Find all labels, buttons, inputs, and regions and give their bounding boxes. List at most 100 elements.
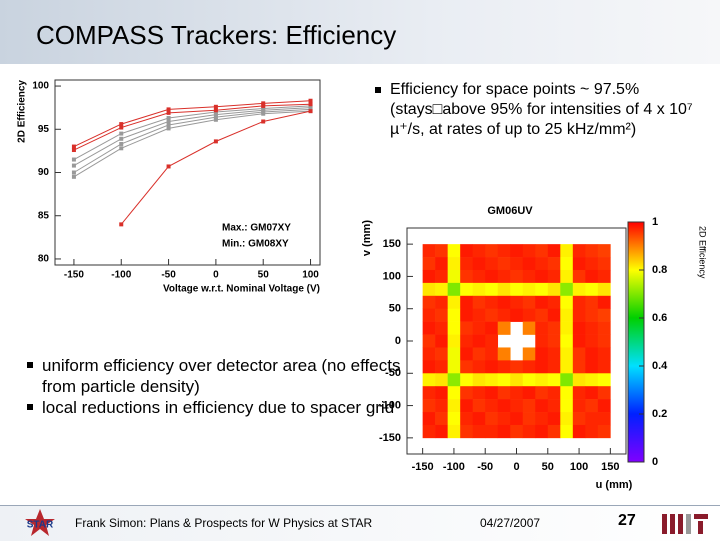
heatmap-cell	[485, 334, 499, 348]
heatmap-cell	[585, 424, 599, 439]
x-tick-label: -150	[412, 461, 434, 473]
heatmap-cell	[460, 412, 473, 426]
heatmap-cell	[597, 321, 611, 335]
heatmap-cell	[472, 386, 486, 400]
heatmap-cell	[497, 321, 511, 335]
heatmap-cell	[460, 360, 473, 374]
marker	[119, 125, 124, 130]
series-line	[73, 110, 311, 178]
heatmap-cell	[535, 295, 549, 310]
heatmap-cell	[435, 308, 448, 322]
x-tick-label: 50	[258, 270, 270, 281]
heatmap-cell	[460, 334, 473, 348]
heatmap-cell	[547, 282, 561, 297]
heatmap-cell	[547, 295, 561, 310]
heatmap-cell	[447, 424, 461, 439]
mit-logo	[662, 514, 708, 534]
heatmap-cell	[547, 373, 561, 387]
heatmap-cell	[422, 244, 436, 258]
heatmap-cell	[535, 308, 549, 322]
heatmap-cell	[585, 386, 599, 400]
heatmap-cell	[585, 321, 599, 335]
colorbar-tick-label: 0	[652, 456, 658, 468]
heatmap-cell	[547, 360, 561, 374]
heatmap-cell	[422, 360, 436, 374]
heatmap-cell	[522, 295, 536, 310]
bullet: Efficiency for space points ~ 97.5% (sta…	[375, 80, 720, 140]
heatmap-cell	[510, 269, 524, 284]
star-logo: STAR	[25, 509, 55, 536]
y-tick-label: 80	[38, 254, 50, 265]
heatmap-cell	[447, 269, 461, 284]
x-tick-label: 0	[513, 461, 519, 473]
heatmap-cell	[560, 308, 574, 322]
bullet-list: uniform efficiency over detector area (n…	[24, 355, 407, 418]
footer-date: 04/27/2007	[480, 516, 541, 530]
heatmap-cell	[585, 308, 599, 322]
colorbar-tick-label: 1	[652, 216, 658, 228]
y-tick-label: -50	[385, 367, 401, 379]
heatmap-cell	[597, 399, 611, 413]
heatmap-cell	[472, 360, 486, 374]
heatmap-cell	[447, 334, 461, 348]
heatmap-cell	[522, 424, 536, 439]
heatmap-cell	[535, 334, 549, 348]
heatmap-cell	[547, 321, 561, 335]
heatmap-cell	[472, 282, 486, 297]
heatmap-cell	[560, 386, 574, 400]
heatmap-cell	[497, 282, 511, 297]
marker	[261, 103, 266, 108]
annotation: Min.: GM08XY	[222, 239, 289, 250]
heatmap-cell	[460, 295, 473, 310]
heatmap-cell	[572, 373, 586, 387]
heatmap-cell	[485, 360, 499, 374]
heatmap-cell	[535, 360, 549, 374]
y-tick-label: -150	[379, 432, 401, 444]
heatmap-cell	[422, 269, 436, 284]
marker	[308, 109, 313, 114]
heatmap-cell	[422, 412, 436, 426]
heatmap-cell	[547, 424, 561, 439]
heatmap-cell	[447, 386, 461, 400]
footer-author: Frank Simon: Plans & Prospects for W Phy…	[75, 516, 373, 530]
heatmap-cell	[497, 244, 511, 258]
heatmap-cell	[597, 386, 611, 400]
heatmap-cell	[547, 269, 561, 284]
heatmap-cell	[447, 373, 461, 387]
heatmap-cell	[460, 308, 473, 322]
heatmap-cell	[497, 386, 511, 400]
heatmap-cell	[572, 321, 586, 335]
heatmap-cell	[535, 373, 549, 387]
heatmap-cell	[585, 373, 599, 387]
heatmap-cell	[435, 244, 448, 258]
marker	[166, 119, 171, 124]
y-tick-label: -100	[379, 399, 401, 411]
heatmap-cell	[460, 244, 473, 258]
heatmap-cell	[422, 424, 436, 439]
heatmap-cell	[547, 347, 561, 361]
heatmap-cell	[547, 412, 561, 426]
marker	[261, 119, 266, 124]
heatmap-cell	[422, 257, 436, 271]
heatmap-cell	[435, 360, 448, 374]
series-line	[73, 108, 311, 173]
heatmap-cell	[535, 269, 549, 284]
heatmap-cell	[585, 347, 599, 361]
heatmap-cell	[435, 295, 448, 310]
heatmap-cell	[422, 308, 436, 322]
marker	[261, 111, 266, 116]
heatmap-cell	[435, 399, 448, 413]
heatmap-cell	[435, 321, 448, 335]
heatmap-cell	[422, 347, 436, 361]
heatmap-cell	[435, 269, 448, 284]
heatmap-cell	[485, 257, 499, 271]
heatmap-cell	[497, 257, 511, 271]
heatmap-cell	[560, 424, 574, 439]
heatmap-cell	[585, 257, 599, 271]
x-tick-label: 0	[213, 270, 219, 281]
y-axis-title: v (mm)	[361, 220, 373, 256]
heatmap-cell	[597, 257, 611, 271]
heatmap-cell	[597, 347, 611, 361]
series-line	[73, 100, 311, 148]
